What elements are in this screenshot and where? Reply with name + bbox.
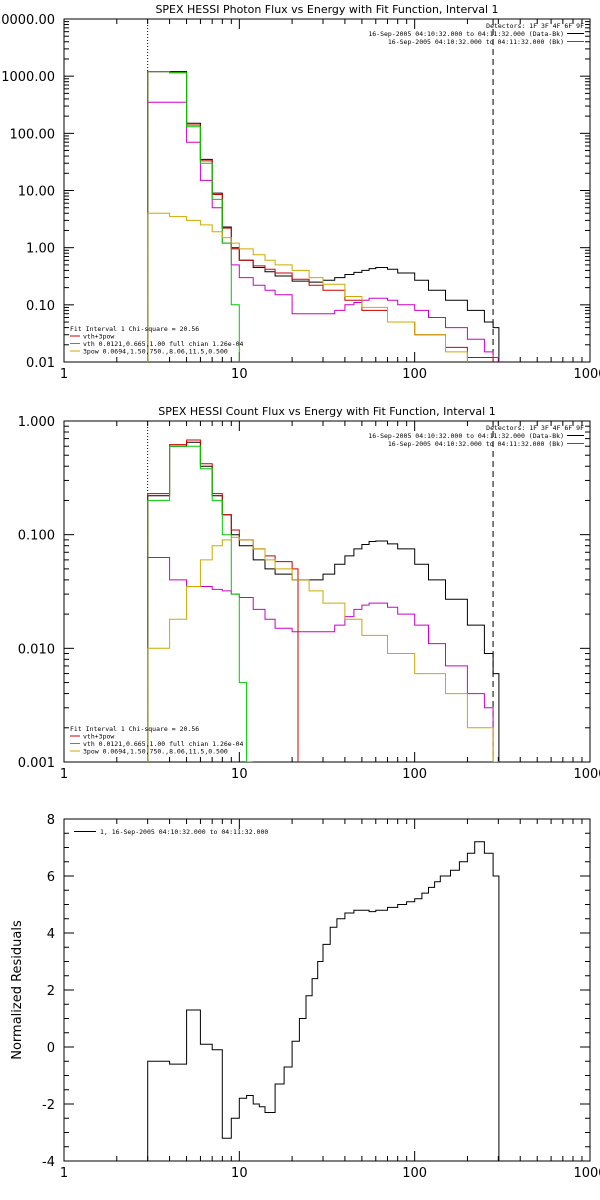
y-axis-label: Normalized Residuals <box>10 920 25 1060</box>
header-legend-text: 16-Sep-2005 04:10:32.000 to 04:11:32.000… <box>388 440 564 448</box>
fit-legend-text: 3pow 0.0694,1.50,750.,8.06,11.5,0.500 <box>83 348 228 356</box>
x-tick-label: 1000 <box>573 767 600 782</box>
y-tick-label: 100.00 <box>10 127 56 142</box>
series-line-1-2 <box>147 101 500 362</box>
series-group-2 <box>147 439 500 762</box>
series-line-1-4 <box>147 71 246 362</box>
fit-info-text: Fit Interval 1 Chi-square = 20.56 <box>70 325 199 333</box>
x-tick-label: 100 <box>402 767 427 782</box>
y-tick-label: 10.00 <box>18 185 55 200</box>
series-line-3-1 <box>147 841 500 1161</box>
y-tick-label: -4 <box>42 1155 55 1170</box>
x-tick-label: 100 <box>402 367 427 382</box>
series-line-1-1 <box>147 71 500 362</box>
header-legend-text: 16-Sep-2005 04:10:32.000 to 04:11:32.000… <box>368 30 564 38</box>
series-group-3 <box>147 841 500 1161</box>
plot-frame-1 <box>63 18 591 363</box>
series-line-2-3 <box>147 439 299 762</box>
series-line-2-1 <box>147 441 500 762</box>
x-tick-label: 10 <box>231 1166 248 1181</box>
series-group-1 <box>147 71 500 362</box>
plot-frame-2 <box>63 420 591 763</box>
x-tick-label: 10 <box>231 767 248 782</box>
fit-info-text: Fit Interval 1 Chi-square = 20.56 <box>70 725 199 733</box>
y-tick-label: 1.00 <box>26 242 55 257</box>
y-tick-label: 0.10 <box>26 299 55 314</box>
y-tick-label: -2 <box>42 1098 55 1113</box>
fit-legend-text: 3pow 0.0694,1.50,750.,8.06,11.5,0.500 <box>83 748 228 756</box>
y-tick-label: 1000.00 <box>1 70 55 85</box>
series-line-2-4 <box>147 445 253 762</box>
x-tick-label: 1 <box>60 1166 68 1181</box>
fit-legend-text: vth 0.0121,0.665,1.00 full chian 1.26e-0… <box>83 340 244 348</box>
header-legend-text: 16-Sep-2005 04:10:32.000 to 04:11:32.000… <box>388 38 564 46</box>
y-tick-label: 0.100 <box>18 529 55 544</box>
y-tick-label: 0.01 <box>26 356 55 371</box>
y-tick-label: 1.000 <box>18 415 55 430</box>
x-tick-label: 1000 <box>573 1166 600 1181</box>
fit-legend-text: vth+3pow <box>83 333 114 341</box>
plot-frame-3 <box>63 818 591 1162</box>
y-tick-label: 0 <box>47 1041 55 1056</box>
x-tick-label: 1000 <box>573 367 600 382</box>
x-tick-label: 1 <box>60 767 68 782</box>
y-tick-label: 4 <box>47 927 55 942</box>
header-legend-text: Detectors: 1F 3F 4F 6F 9F <box>486 424 584 432</box>
residual-legend-text: 1, 16-Sep-2005 04:10:32.000 to 04:11:32.… <box>100 828 268 836</box>
series-line-2-5 <box>147 536 499 762</box>
chart-title-2: SPEX HESSI Count Flux vs Energy with Fit… <box>158 405 495 418</box>
y-tick-label: 10000.00 <box>0 13 55 28</box>
y-tick-label: 0.010 <box>18 642 55 657</box>
series-line-1-5 <box>147 212 474 362</box>
x-tick-label: 10 <box>231 367 248 382</box>
fit-legend-text: vth+3pow <box>83 733 114 741</box>
chart-title-1: SPEX HESSI Photon Flux vs Energy with Fi… <box>155 3 498 16</box>
y-tick-label: 6 <box>47 870 55 885</box>
x-tick-label: 1 <box>60 367 68 382</box>
header-legend-text: Detectors: 1F 3F 4F 6F 9F <box>486 22 584 30</box>
header-legend-text: 16-Sep-2005 04:10:32.000 to 04:11:32.000… <box>368 432 564 440</box>
y-tick-label: 8 <box>47 813 55 828</box>
y-tick-label: 0.001 <box>18 756 55 771</box>
fit-legend-text: vth 0.0121,0.665,1.00 full chian 1.26e-0… <box>83 740 244 748</box>
x-tick-label: 100 <box>402 1166 427 1181</box>
series-line-2-2 <box>147 557 499 762</box>
y-tick-label: 2 <box>47 984 55 999</box>
